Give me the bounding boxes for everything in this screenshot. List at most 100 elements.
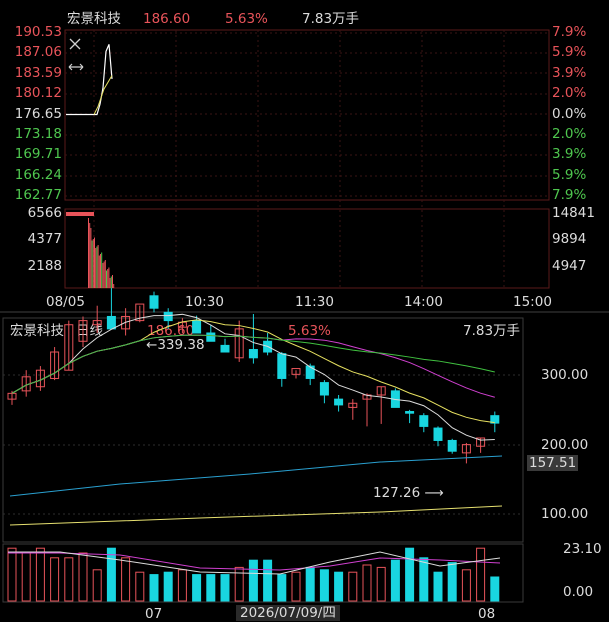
change-percent: 5.63%	[225, 11, 268, 27]
daily-panel	[2, 317, 524, 543]
intraday-volume-bar	[106, 270, 107, 288]
low-marker: 127.26 ⟶	[373, 485, 444, 501]
high-marker-value: 339.38	[157, 337, 205, 353]
daily-volume-bar	[334, 571, 344, 602]
month-label-07: 07	[145, 606, 163, 622]
volume-tick: 6566	[27, 205, 62, 221]
daily-stock-name: 宏景科技	[10, 323, 64, 339]
pct-tick: 0.0%	[552, 105, 587, 122]
daily-volume-bar	[64, 557, 74, 602]
daily-volume-bar	[405, 547, 415, 602]
price-tick: 169.71	[14, 146, 62, 163]
intraday-volume-bar	[88, 218, 89, 288]
daily-volume-bar	[92, 569, 102, 602]
candle-body	[192, 320, 202, 334]
intraday-volume-bar	[92, 239, 94, 288]
price-tick: 183.59	[14, 64, 62, 81]
intraday-volume-bar	[91, 240, 93, 288]
pct-tick: 2.0%	[552, 85, 587, 102]
candle-body	[248, 349, 258, 359]
daily-volume-axis-top: 23.10	[563, 541, 602, 557]
daily-volume-bar	[106, 547, 116, 602]
expand-horizontal-icon[interactable]	[67, 58, 85, 71]
daily-volume-bar	[234, 566, 244, 602]
time-tick: 08/05	[46, 294, 85, 310]
intraday-volume-bar	[104, 260, 106, 288]
intraday-avg-line	[93, 75, 113, 115]
candle-body	[419, 415, 429, 427]
pct-tick: 7.9%	[552, 24, 587, 40]
daily-volume-bar	[35, 547, 45, 602]
intraday-volume-bar	[109, 278, 111, 288]
candle-body	[334, 398, 344, 406]
daily-volume-bar	[248, 559, 258, 602]
time-tick: 11:30	[295, 294, 334, 310]
time-tick: 10:30	[185, 294, 224, 310]
low-marker-value: 127.26	[373, 485, 421, 501]
daily-change-percent: 5.63%	[288, 323, 331, 339]
candle-body	[490, 415, 500, 424]
daily-volume-bar	[163, 571, 173, 602]
intraday-panel	[64, 29, 550, 201]
daily-volume-bar	[263, 559, 273, 602]
daily-volume-bar	[419, 557, 429, 602]
price-tick: 162.77	[14, 187, 62, 204]
daily-volume-bar	[376, 566, 386, 602]
intraday-volume-bar	[90, 228, 92, 288]
pct-tick: 3.9%	[552, 146, 587, 163]
intraday-volume-bar	[94, 237, 95, 288]
intraday-volume-bar	[103, 261, 105, 288]
stock-name: 宏景科技	[67, 11, 121, 27]
daily-volume-bar	[21, 552, 31, 602]
intraday-volume-bar	[89, 223, 91, 288]
intraday-volume-bar	[108, 267, 110, 288]
daily-price-tick: 200.00	[541, 437, 589, 453]
candle-body	[305, 365, 315, 379]
daily-volume-bar	[348, 571, 358, 602]
daily-volume-bar	[177, 569, 187, 602]
intraday-volume-bar	[66, 212, 94, 216]
volume-ma-line	[8, 552, 501, 571]
intraday-price-line	[66, 44, 113, 116]
pct-tick: 7.9%	[552, 187, 587, 204]
close-icon[interactable]	[67, 36, 83, 52]
daily-volume-bar	[390, 559, 400, 602]
candle-body	[277, 353, 287, 379]
volume-tick-right: 4947	[552, 258, 587, 274]
candle-body	[106, 315, 116, 330]
intraday-volume-bar	[102, 263, 104, 288]
intraday-volume-bar	[95, 248, 97, 288]
daily-volume-bar	[291, 571, 301, 602]
candle-body	[433, 427, 443, 441]
candle-body	[78, 320, 88, 342]
month-label-08: 08	[478, 606, 496, 622]
candle-body	[92, 320, 102, 326]
pct-tick: 5.9%	[552, 44, 587, 61]
volume-tick-right: 9894	[552, 231, 587, 247]
candle-body	[206, 332, 216, 342]
current-price-tag: 157.51	[527, 455, 579, 471]
daily-volume-bar	[192, 574, 202, 602]
candle-body	[234, 328, 244, 359]
daily-volume: 7.83万手	[463, 323, 521, 339]
intraday-volume-panel	[64, 208, 550, 289]
intraday-volume-bar	[113, 284, 115, 288]
ma120-line	[9, 455, 503, 497]
daily-volume-bar	[7, 547, 17, 602]
daily-volume-axis-bottom: 0.00	[563, 584, 594, 600]
pct-tick: 5.9%	[552, 166, 587, 183]
price-tick: 190.53	[14, 24, 62, 40]
volume-tick: 2188	[27, 258, 62, 274]
volume-tick: 4377	[27, 231, 62, 247]
volume-total: 7.83万手	[302, 11, 360, 27]
price-tick: 173.18	[14, 126, 62, 142]
candle-body	[461, 444, 471, 454]
intraday-volume-bar	[107, 269, 109, 288]
daily-volume-bar	[220, 574, 230, 602]
daily-volume-bar	[50, 557, 60, 602]
daily-volume-bar	[476, 547, 486, 602]
candle-body	[220, 344, 230, 353]
candle-body	[121, 315, 131, 330]
pct-tick: 3.9%	[552, 64, 587, 81]
